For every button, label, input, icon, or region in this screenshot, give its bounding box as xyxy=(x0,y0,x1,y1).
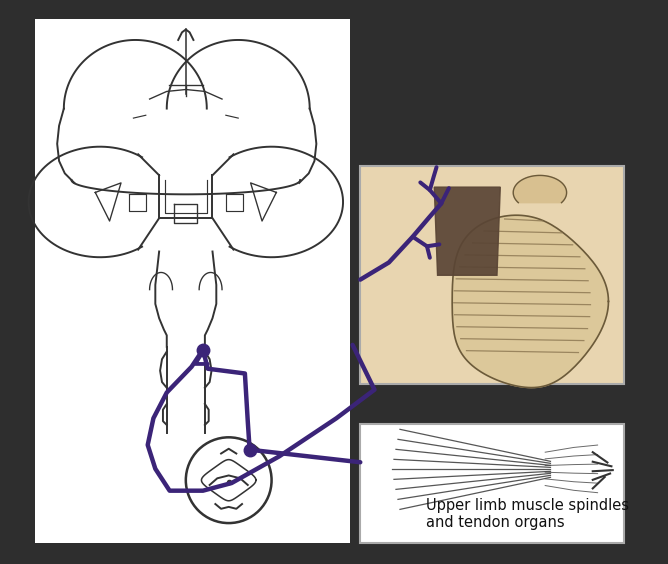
Polygon shape xyxy=(513,175,566,202)
Polygon shape xyxy=(434,187,500,275)
Bar xyxy=(35,19,350,543)
Bar xyxy=(360,166,625,384)
Text: Upper limb muscle spindles
and tendon organs: Upper limb muscle spindles and tendon or… xyxy=(426,497,629,530)
Bar xyxy=(360,425,625,543)
Polygon shape xyxy=(452,215,609,387)
